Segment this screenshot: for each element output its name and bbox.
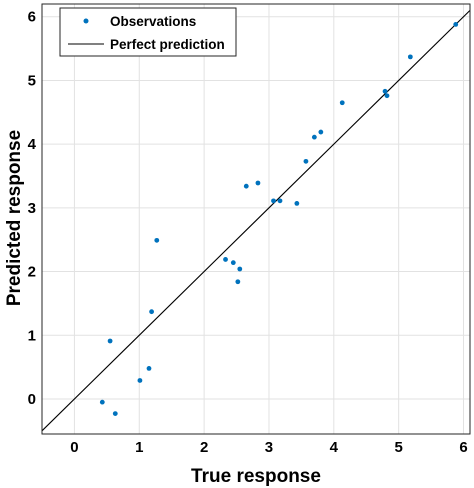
x-tick-label: 4 <box>330 439 339 456</box>
observation-point <box>407 54 413 60</box>
y-tick-label: 1 <box>28 327 36 344</box>
x-tick-label: 2 <box>200 439 208 456</box>
legend-observations-marker <box>83 18 89 24</box>
observation-point <box>149 309 154 315</box>
legend: Observations Perfect prediction <box>59 7 237 57</box>
x-tick-label: 6 <box>459 439 467 456</box>
y-tick-label: 2 <box>28 264 36 281</box>
observation-point <box>453 21 459 27</box>
x-tick-label: 5 <box>394 439 402 456</box>
x-tick-labels: 0 1 2 3 4 5 6 <box>70 439 467 456</box>
y-tick-label: 5 <box>28 72 36 89</box>
observation-point <box>137 378 143 383</box>
legend-box <box>59 7 237 57</box>
x-tick-label: 1 <box>135 439 143 456</box>
observation-point <box>107 338 113 344</box>
observation-point <box>154 237 160 243</box>
plot-frame <box>41 3 471 435</box>
observation-point <box>277 198 283 204</box>
observation-point <box>303 158 309 164</box>
perfect-prediction-line <box>41 9 471 432</box>
observation-point <box>294 200 300 206</box>
observation-point <box>237 266 243 272</box>
observation-point <box>382 88 388 94</box>
observation-point <box>235 279 241 285</box>
observation-point <box>243 183 249 189</box>
x-axis-label: True response <box>191 466 321 487</box>
legend-observations-label: Observations <box>110 14 196 29</box>
y-tick-label: 4 <box>28 136 37 153</box>
observation-point <box>255 180 261 186</box>
legend-perfect-prediction-label: Perfect prediction <box>110 37 225 52</box>
observation-point <box>339 100 345 106</box>
grid <box>42 4 470 434</box>
observation-points <box>99 21 459 417</box>
y-tick-label: 6 <box>28 9 36 26</box>
observation-point <box>223 257 228 262</box>
observation-point <box>271 198 276 204</box>
observation-point <box>230 260 236 266</box>
y-axis-label: Predicted response <box>4 130 25 306</box>
y-tick-label: 3 <box>28 200 36 217</box>
x-tick-label: 3 <box>265 439 273 456</box>
x-tick-label: 0 <box>70 439 78 456</box>
y-tick-labels: 0 1 2 3 4 5 6 <box>28 9 37 408</box>
observation-point <box>112 411 118 417</box>
observation-point <box>318 129 324 135</box>
observation-point <box>311 134 317 140</box>
y-tick-label: 0 <box>28 391 36 408</box>
observation-point <box>384 93 390 99</box>
observation-point <box>99 399 105 405</box>
observation-point <box>146 365 152 371</box>
